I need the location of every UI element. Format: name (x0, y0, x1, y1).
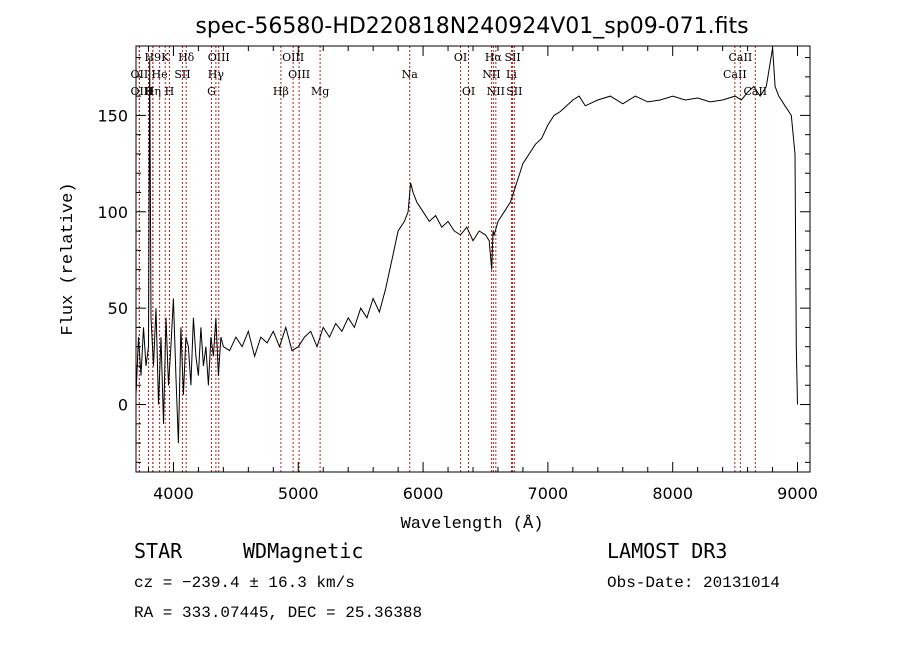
y-tick-label: 50 (108, 299, 128, 318)
x-axis-label: Wavelength (Å) (401, 515, 544, 534)
line-marker-label: Hδ (178, 51, 195, 64)
line-marker-label: Hβ (273, 85, 289, 98)
y-tick-label: 100 (97, 203, 128, 222)
line-marker-label: OIII (208, 51, 230, 64)
line-marker-label: Hη (145, 85, 161, 98)
y-tick-label: 0 (118, 396, 128, 415)
line-marker-label: H (165, 85, 175, 98)
line-marker-label: OIII (288, 68, 310, 81)
y-tick-label: 150 (97, 106, 128, 125)
line-marker-label: OII (131, 85, 149, 98)
line-marker-label: Hγ (208, 68, 225, 81)
line-marker-label: SII (504, 51, 520, 64)
line-marker-label: NII (482, 68, 500, 81)
x-tick-label: 6000 (403, 484, 444, 503)
line-marker-label: SII (174, 68, 190, 81)
line-marker-label: OI (462, 85, 475, 98)
line-marker-label: K (161, 51, 170, 64)
chart-title: spec-56580-HD220818N240924V01_sp09-071.f… (195, 14, 748, 39)
line-marker-label: OII (131, 68, 149, 81)
survey-name: LAMOST DR3 (607, 539, 728, 563)
redshift-velocity: cz = −239.4 ± 16.3 km/s (134, 574, 355, 592)
plot-frame (135, 45, 811, 473)
line-marker-label: SII (506, 85, 522, 98)
y-axis-label: Flux (relative) (59, 182, 78, 335)
x-tick-label: 8000 (652, 484, 693, 503)
line-marker-label: OI (454, 51, 467, 64)
line-marker-label: CaII (729, 51, 753, 64)
line-marker-label: NII (487, 85, 505, 98)
x-tick-label: 9000 (777, 484, 818, 503)
object-subclass: WDMagnetic (243, 539, 364, 563)
coordinates: RA = 333.07445, DEC = 25.36388 (134, 604, 423, 622)
x-tick-label: 5000 (278, 484, 319, 503)
line-marker-label: Hα (485, 51, 503, 64)
line-marker-label: H (144, 85, 154, 98)
observation-date: Obs-Date: 20131014 (607, 574, 780, 592)
y-axis-ticks: 0 50 100 150 (97, 57, 810, 463)
line-marker-label: Na (402, 68, 419, 81)
line-marker-label: Mg (311, 85, 329, 98)
x-tick-label: 4000 (153, 484, 194, 503)
line-marker-label: CaII (723, 68, 747, 81)
x-tick-label: 7000 (528, 484, 569, 503)
x-axis-ticks: 4000 5000 6000 7000 8000 9000 (147, 46, 818, 503)
line-marker-label: Li (506, 68, 517, 81)
object-class: STAR (134, 539, 183, 563)
line-marker-label: OIII (282, 51, 304, 64)
line-marker-label: He (152, 68, 168, 81)
line-marker-label: H9 (145, 51, 162, 64)
spectrum-line (135, 47, 798, 444)
line-marker-label: G (207, 85, 216, 98)
line-markers (138, 46, 756, 472)
